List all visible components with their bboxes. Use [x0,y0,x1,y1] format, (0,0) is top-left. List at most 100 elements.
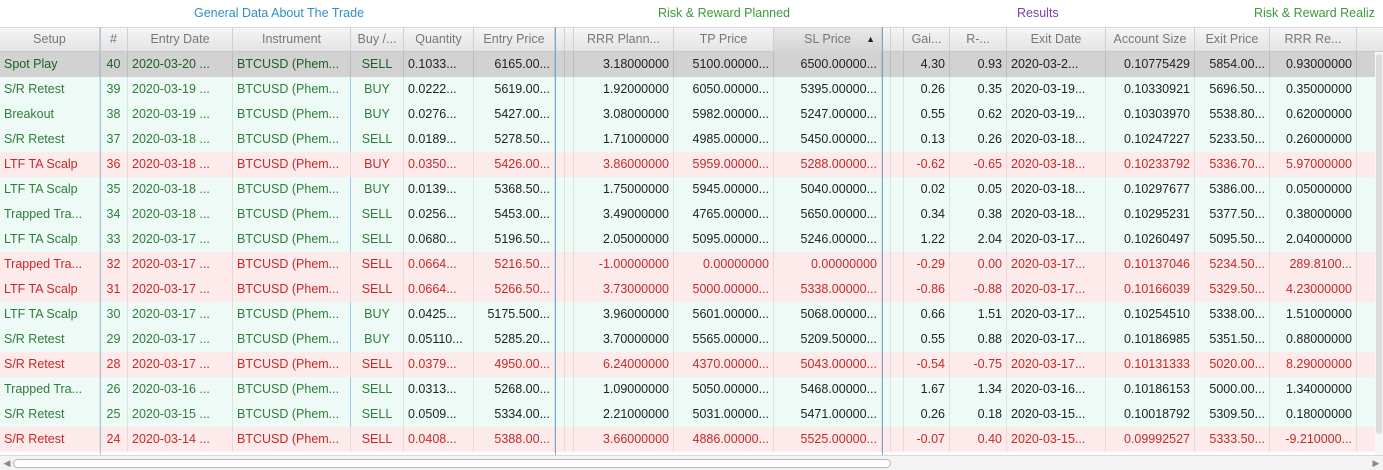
entry-date-cell[interactable]: 2020-03-18 ... [128,177,233,202]
exit-date-cell[interactable]: 2020-03-15... [1007,427,1106,452]
tp-price-cell[interactable]: 5100.00000... [674,52,774,77]
tp-price-cell[interactable]: 5601.00000... [674,302,774,327]
tp-price-cell[interactable]: 0.00000000 [674,252,774,277]
sl-price-cell[interactable]: 5209.50000... [774,327,882,352]
direction-cell[interactable]: BUY [351,77,404,102]
rrr-planned-cell[interactable]: 3.96000000 [574,302,674,327]
direction-cell[interactable]: SELL [351,252,404,277]
quantity-cell[interactable]: 0.0664... [404,277,474,302]
entry-date-cell[interactable]: 2020-03-17 ... [128,277,233,302]
exit-date-cell[interactable]: 2020-03-17... [1007,252,1106,277]
scroll-left-icon[interactable]: ◀ [3,458,11,468]
r-multiple-cell[interactable]: 0.88 [950,327,1007,352]
rrr-planned-cell[interactable]: 3.18000000 [574,52,674,77]
header-setup[interactable]: Setup [0,28,100,52]
header-tp-price[interactable]: TP Price [674,28,774,52]
table-row[interactable]: Trapped Tra... 26 2020-03-16 ... BTCUSD (Ph… [0,377,1383,402]
instrument-cell[interactable]: BTCUSD (Phem... [233,427,351,452]
rrr-planned-cell[interactable]: 1.09000000 [574,377,674,402]
trade-number-cell[interactable]: 24 [100,427,128,452]
table-row[interactable]: LTF TA Scalp 36 2020-03-18 ... BTCUSD (Phem… [0,152,1383,177]
horizontal-scroll-thumb[interactable] [13,459,891,468]
account-size-cell[interactable]: 0.10186985 [1106,327,1195,352]
setup-cell[interactable]: S/R Retest [0,402,100,427]
sl-price-cell[interactable]: 5525.00000... [774,427,882,452]
direction-cell[interactable]: SELL [351,52,404,77]
instrument-cell[interactable]: BTCUSD (Phem... [233,252,351,277]
rrr-realized-cell[interactable]: 0.18000000 [1270,402,1357,427]
direction-cell[interactable]: BUY [351,152,404,177]
r-multiple-cell[interactable]: 0.00 [950,252,1007,277]
rrr-realized-cell[interactable]: 0.35000000 [1270,77,1357,102]
setup-cell[interactable]: Trapped Tra... [0,252,100,277]
sl-price-cell[interactable]: 5043.00000... [774,352,882,377]
r-multiple-cell[interactable]: -0.88 [950,277,1007,302]
exit-price-cell[interactable]: 5696.50... [1195,77,1270,102]
direction-cell[interactable]: SELL [351,427,404,452]
setup-cell[interactable]: LTF TA Scalp [0,177,100,202]
rrr-planned-cell[interactable]: 1.92000000 [574,77,674,102]
exit-date-cell[interactable]: 2020-03-18... [1007,152,1106,177]
instrument-cell[interactable]: BTCUSD (Phem... [233,327,351,352]
rrr-realized-cell[interactable]: 0.38000000 [1270,202,1357,227]
instrument-cell[interactable]: BTCUSD (Phem... [233,352,351,377]
r-multiple-cell[interactable]: 0.62 [950,102,1007,127]
quantity-cell[interactable]: 0.0509... [404,402,474,427]
direction-cell[interactable]: SELL [351,402,404,427]
table-row[interactable]: LTF TA Scalp 33 2020-03-17 ... BTCUSD (Phem… [0,227,1383,252]
exit-date-cell[interactable]: 2020-03-17... [1007,227,1106,252]
setup-cell[interactable]: LTF TA Scalp [0,302,100,327]
instrument-cell[interactable]: BTCUSD (Phem... [233,127,351,152]
gain-cell[interactable]: 0.66 [904,302,950,327]
r-multiple-cell[interactable]: 0.38 [950,202,1007,227]
rrr-realized-cell[interactable]: 1.34000000 [1270,377,1357,402]
exit-date-cell[interactable]: 2020-03-18... [1007,177,1106,202]
rrr-realized-cell[interactable]: 4.23000000 [1270,277,1357,302]
rrr-planned-cell[interactable]: 3.86000000 [574,152,674,177]
header-gain[interactable]: Gai... [904,28,950,52]
setup-cell[interactable]: Breakout [0,102,100,127]
rrr-planned-cell[interactable]: 2.05000000 [574,227,674,252]
gain-cell[interactable]: 0.26 [904,77,950,102]
entry-date-cell[interactable]: 2020-03-19 ... [128,102,233,127]
instrument-cell[interactable]: BTCUSD (Phem... [233,52,351,77]
r-multiple-cell[interactable]: 0.05 [950,177,1007,202]
header-entry-date[interactable]: Entry Date [128,28,233,52]
trade-number-cell[interactable]: 34 [100,202,128,227]
quantity-cell[interactable]: 0.0408... [404,427,474,452]
r-multiple-cell[interactable]: 1.51 [950,302,1007,327]
gain-cell[interactable]: 1.67 [904,377,950,402]
r-multiple-cell[interactable]: 0.26 [950,127,1007,152]
instrument-cell[interactable]: BTCUSD (Phem... [233,177,351,202]
quantity-cell[interactable]: 0.0680... [404,227,474,252]
setup-cell[interactable]: S/R Retest [0,77,100,102]
exit-price-cell[interactable]: 5233.50... [1195,127,1270,152]
account-size-cell[interactable]: 0.10186153 [1106,377,1195,402]
sl-price-cell[interactable]: 5650.00000... [774,202,882,227]
tp-price-cell[interactable]: 5000.00000... [674,277,774,302]
gain-cell[interactable]: 0.02 [904,177,950,202]
tp-price-cell[interactable]: 4886.00000... [674,427,774,452]
r-multiple-cell[interactable]: -0.75 [950,352,1007,377]
instrument-cell[interactable]: BTCUSD (Phem... [233,402,351,427]
table-row[interactable]: S/R Retest 39 2020-03-19 ... BTCUSD (Phem..… [0,77,1383,102]
rrr-realized-cell[interactable]: -9.210000... [1270,427,1357,452]
entry-price-cell[interactable]: 5266.50... [474,277,555,302]
setup-cell[interactable]: S/R Retest [0,352,100,377]
exit-price-cell[interactable]: 5386.00... [1195,177,1270,202]
entry-price-cell[interactable]: 5334.00... [474,402,555,427]
tp-price-cell[interactable]: 5095.00000... [674,227,774,252]
rrr-realized-cell[interactable]: 2.04000000 [1270,227,1357,252]
gain-cell[interactable]: 4.30 [904,52,950,77]
gain-cell[interactable]: 0.26 [904,402,950,427]
entry-date-cell[interactable]: 2020-03-17 ... [128,252,233,277]
entry-date-cell[interactable]: 2020-03-20 ... [128,52,233,77]
quantity-cell[interactable]: 0.1033... [404,52,474,77]
quantity-cell[interactable]: 0.0313... [404,377,474,402]
tp-price-cell[interactable]: 5945.00000... [674,177,774,202]
rrr-planned-cell[interactable]: 3.73000000 [574,277,674,302]
trade-number-cell[interactable]: 35 [100,177,128,202]
gain-cell[interactable]: 0.55 [904,327,950,352]
sl-price-cell[interactable]: 5468.00000... [774,377,882,402]
trade-number-cell[interactable]: 33 [100,227,128,252]
